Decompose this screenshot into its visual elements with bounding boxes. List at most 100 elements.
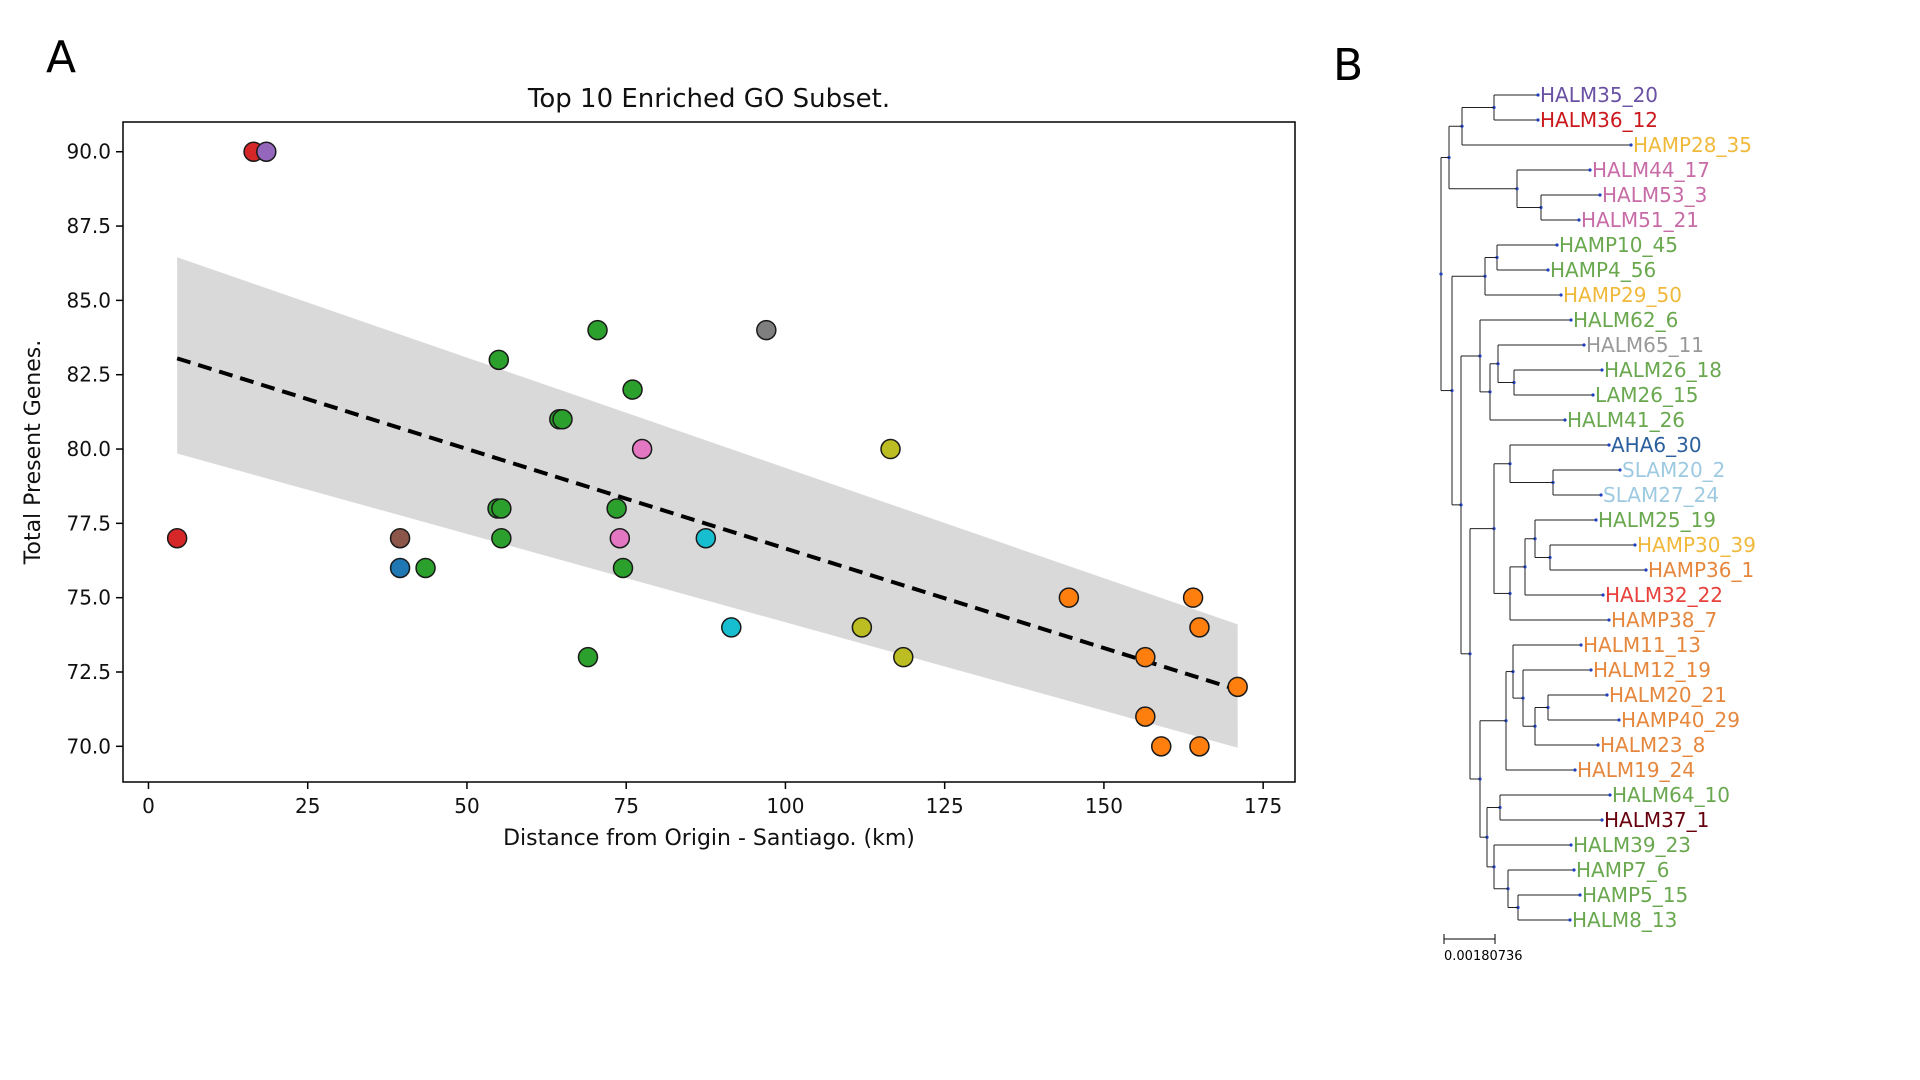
panel-a-label: A — [46, 32, 76, 83]
x-axis-ticks: 0 25 50 75 100 125 150 175 — [142, 782, 1282, 818]
tree-leaf-label: HAMP7_6 — [1576, 858, 1670, 882]
phylogenetic-tree: HALM35_20HALM36_12HAMP28_35HALM44_17HALM… — [1439, 83, 1756, 964]
y-tick-label: 90.0 — [66, 140, 111, 164]
y-tick-label: 85.0 — [66, 288, 111, 312]
data-point — [721, 617, 742, 638]
x-tick-label: 75 — [613, 794, 638, 818]
scale-bar-label: 0.00180736 — [1444, 949, 1523, 964]
data-point — [695, 527, 717, 549]
tree-tip — [1591, 393, 1595, 397]
tree-tip — [1578, 893, 1582, 897]
scale-bar: 0.00180736 — [1443, 934, 1523, 964]
tree-leaf-label: HALM39_23 — [1573, 833, 1691, 857]
data-point — [415, 557, 436, 579]
data-point — [1135, 706, 1156, 727]
tree-leaf-label: HAMP36_1 — [1648, 558, 1754, 582]
data-point — [606, 498, 627, 519]
data-point — [491, 498, 512, 519]
y-tick-label: 72.5 — [66, 660, 111, 684]
data-point — [491, 527, 512, 549]
tree-leaf-label: HALM20_21 — [1609, 683, 1727, 707]
tree-tip — [1618, 468, 1622, 472]
tree-leaf-label: HALM62_6 — [1573, 308, 1678, 332]
tree-tip — [1568, 918, 1572, 922]
data-point — [1182, 587, 1204, 608]
tree-tip — [1563, 418, 1567, 422]
data-point — [1058, 587, 1080, 608]
x-tick-label: 100 — [766, 794, 804, 818]
tree-leaf-label: HAMP38_7 — [1611, 608, 1717, 632]
tree-leaf-label: HALM44_17 — [1592, 158, 1710, 182]
tree-leaf-label: HAMP10_45 — [1559, 233, 1678, 257]
tree-tip — [1617, 718, 1621, 722]
tree-leaf-label: SLAM20_2 — [1622, 458, 1725, 482]
tree-leaf-label: LAM26_15 — [1595, 383, 1698, 407]
tree-leaf-label: HALM19_24 — [1577, 758, 1695, 782]
data-point — [166, 527, 188, 549]
tree-leaf-label: HALM65_11 — [1586, 333, 1704, 357]
x-axis-label: Distance from Origin - Santiago. (km) — [503, 826, 915, 851]
tree-tip — [1559, 293, 1563, 297]
tree-tip — [1607, 443, 1611, 447]
panel-b-label: B — [1333, 40, 1363, 91]
tree-tip — [1598, 193, 1602, 197]
scatter-points — [166, 141, 1248, 757]
tree-tip — [1588, 168, 1592, 172]
chart-title: Top 10 Enriched GO Subset. — [527, 84, 890, 114]
regression-layer — [176, 356, 1239, 692]
tree-leaf-label: HAMP30_39 — [1637, 533, 1756, 557]
tree-tip — [1601, 593, 1605, 597]
x-tick-label: 125 — [926, 794, 964, 818]
tree-tip — [1572, 868, 1576, 872]
tree-tip — [1596, 743, 1600, 747]
x-tick-label: 175 — [1244, 794, 1282, 818]
data-point — [1135, 646, 1156, 668]
tree-tip — [1536, 118, 1540, 122]
tree-leaf-label: HALM11_13 — [1583, 633, 1701, 657]
tree-tip — [1569, 843, 1573, 847]
tree-leaf-label: HALM64_10 — [1612, 783, 1730, 807]
data-point — [1189, 617, 1210, 638]
y-tick-label: 80.0 — [66, 437, 111, 461]
tree-tip — [1536, 93, 1540, 97]
data-point — [1227, 676, 1248, 698]
tree-leaf-label: AHA6_30 — [1611, 433, 1702, 457]
data-point — [756, 319, 777, 341]
tree-tip — [1629, 143, 1633, 147]
tree-leaf-label: HAMP29_50 — [1563, 283, 1682, 307]
data-point — [880, 438, 901, 460]
tree-leaf-label: HALM53_3 — [1602, 183, 1707, 207]
data-point — [488, 349, 510, 371]
tree-tip — [1573, 768, 1577, 772]
x-tick-label: 0 — [142, 794, 155, 818]
data-point — [851, 617, 873, 638]
tree-leaf-label: HALM51_21 — [1581, 208, 1699, 232]
tree-tip — [1569, 318, 1573, 322]
confidence-band — [177, 257, 1238, 748]
x-tick-label: 25 — [295, 794, 320, 818]
tree-leaf-label: HALM32_22 — [1605, 583, 1723, 607]
tree-tip — [1600, 818, 1604, 822]
data-point — [389, 527, 411, 549]
tree-tip — [1582, 343, 1586, 347]
tree-tip — [1600, 368, 1604, 372]
tree-tip — [1546, 268, 1550, 272]
data-point — [612, 557, 634, 579]
x-tick-label: 150 — [1085, 794, 1123, 818]
data-point — [389, 557, 411, 579]
data-point — [893, 646, 914, 668]
tree-leaf-label: HALM8_13 — [1572, 908, 1677, 932]
tree-leaf-label: HALM41_26 — [1567, 408, 1685, 432]
y-axis-label: Total Present Genes. — [21, 340, 46, 565]
tree-leaf-label: HAMP28_35 — [1633, 133, 1752, 157]
x-tick-label: 50 — [454, 794, 479, 818]
confidence-band-layer — [177, 257, 1238, 748]
tree-tip — [1589, 668, 1593, 672]
tree-leaf-label: HALM12_19 — [1593, 658, 1711, 682]
tree-leaf-label: HALM37_1 — [1604, 808, 1709, 832]
tree-leaf-label: HALM36_12 — [1540, 108, 1658, 132]
y-tick-label: 82.5 — [66, 363, 111, 387]
tree-leaf-label: HAMP40_29 — [1621, 708, 1740, 732]
tree-leaf-label: HALM25_19 — [1598, 508, 1716, 532]
data-point — [631, 438, 653, 460]
